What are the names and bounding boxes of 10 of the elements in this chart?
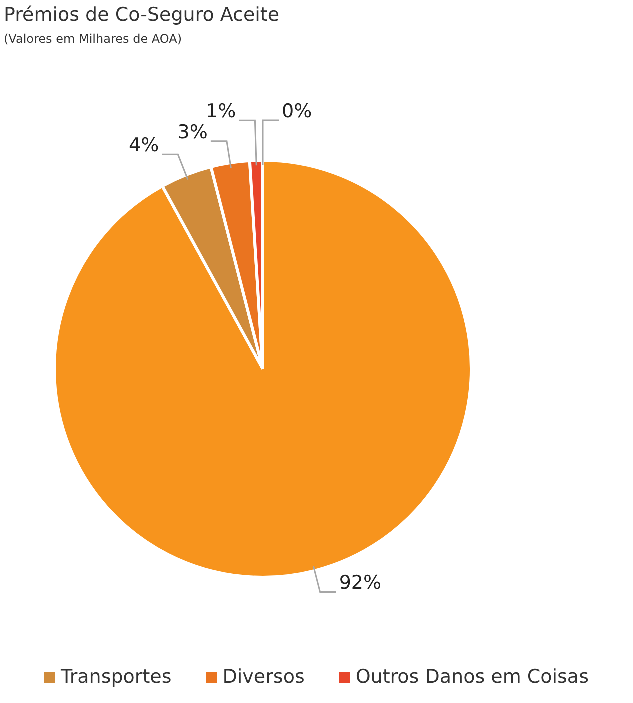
data-label: 92% xyxy=(339,572,382,594)
legend-label: Outros Danos em Coisas xyxy=(356,666,589,688)
text: 0% xyxy=(282,100,312,122)
data-label: 3% xyxy=(178,121,208,144)
data-label: 4% xyxy=(128,134,160,157)
legend-label: Diversos xyxy=(222,666,305,688)
chart-subtitle: (Valores em Milhares de AOA) xyxy=(4,32,182,46)
legend-label: Transportes xyxy=(61,666,172,688)
data-label: 1% xyxy=(206,100,236,123)
chart-title: Prémios de Co-Seguro Aceite xyxy=(4,4,280,26)
